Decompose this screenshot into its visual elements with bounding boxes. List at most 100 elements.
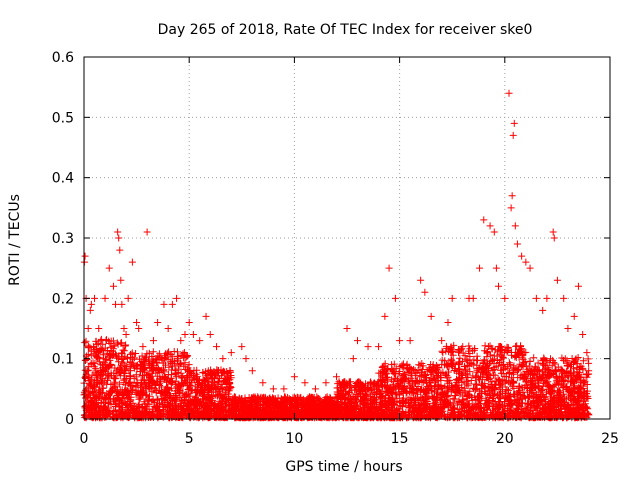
data-point bbox=[185, 318, 193, 326]
data-point bbox=[406, 337, 414, 345]
y-tick-label: 0.1 bbox=[52, 352, 74, 368]
data-point bbox=[553, 276, 561, 284]
data-point bbox=[181, 331, 189, 339]
data-point bbox=[513, 240, 521, 248]
data-point bbox=[139, 343, 147, 351]
data-point bbox=[81, 252, 89, 260]
data-point bbox=[115, 234, 123, 242]
data-point bbox=[227, 349, 235, 357]
data-point bbox=[511, 222, 519, 230]
data-point bbox=[117, 276, 125, 284]
data-point bbox=[116, 246, 124, 254]
data-point bbox=[206, 331, 214, 339]
data-point bbox=[122, 331, 130, 339]
data-point bbox=[375, 343, 383, 351]
data-point bbox=[507, 204, 515, 212]
data-point bbox=[480, 216, 488, 224]
data-point bbox=[290, 373, 298, 381]
data-point bbox=[219, 355, 227, 363]
grid bbox=[84, 57, 610, 419]
noise-floor-points bbox=[80, 335, 593, 422]
data-point bbox=[476, 264, 484, 272]
data-point bbox=[97, 337, 105, 345]
x-tick-label: 25 bbox=[601, 431, 619, 447]
data-point bbox=[149, 337, 157, 345]
data-point bbox=[396, 337, 404, 345]
y-tick-label: 0 bbox=[65, 412, 74, 428]
y-tick-label: 0.5 bbox=[52, 110, 74, 126]
data-point bbox=[242, 355, 250, 363]
data-point bbox=[570, 312, 578, 320]
data-point bbox=[280, 385, 288, 393]
data-point bbox=[501, 294, 509, 302]
noise-floor bbox=[80, 335, 593, 422]
data-point bbox=[385, 264, 393, 272]
data-point bbox=[118, 300, 126, 308]
y-axis-label: ROTI / TECUs bbox=[7, 194, 23, 286]
data-point bbox=[135, 325, 143, 332]
data-point bbox=[311, 385, 319, 393]
data-point bbox=[469, 294, 477, 302]
data-point bbox=[509, 131, 517, 139]
data-point bbox=[486, 222, 494, 230]
data-point bbox=[492, 264, 500, 272]
y-tick-label: 0.6 bbox=[52, 50, 74, 66]
data-point bbox=[164, 325, 172, 332]
data-point bbox=[505, 89, 513, 97]
data-point bbox=[438, 337, 446, 345]
y-tick-label: 0.2 bbox=[52, 291, 74, 307]
data-point bbox=[322, 379, 330, 387]
data-point bbox=[421, 288, 429, 296]
data-point bbox=[143, 228, 151, 236]
data-point bbox=[354, 337, 362, 345]
data-point bbox=[560, 294, 568, 302]
y-tick-label: 0.3 bbox=[52, 231, 74, 247]
data-point bbox=[101, 294, 109, 302]
data-point bbox=[391, 294, 399, 302]
data-point bbox=[259, 379, 267, 387]
data-point bbox=[128, 258, 136, 266]
data-point bbox=[526, 264, 534, 272]
data-point bbox=[494, 282, 502, 290]
y-axis-ticks: 0 0.1 0.2 0.3 0.4 0.5 0.6 bbox=[52, 50, 610, 428]
data-point bbox=[574, 282, 582, 290]
data-point bbox=[427, 312, 435, 320]
data-point bbox=[84, 325, 92, 332]
data-point bbox=[417, 276, 425, 284]
data-point bbox=[301, 379, 309, 387]
x-tick-label: 15 bbox=[391, 431, 409, 447]
data-point bbox=[364, 343, 372, 351]
data-point bbox=[459, 343, 467, 351]
data-points bbox=[80, 89, 591, 393]
data-point bbox=[532, 294, 540, 302]
data-point bbox=[522, 258, 530, 266]
data-point bbox=[120, 325, 128, 332]
data-point bbox=[343, 325, 351, 332]
x-axis-label: GPS time / hours bbox=[285, 459, 402, 475]
x-axis-ticks: 0 5 10 15 20 25 bbox=[80, 57, 619, 447]
data-point bbox=[86, 306, 94, 314]
data-point bbox=[579, 331, 587, 339]
x-tick-label: 0 bbox=[80, 431, 89, 447]
data-point bbox=[564, 325, 572, 332]
data-point bbox=[381, 312, 389, 320]
data-point bbox=[583, 349, 591, 357]
data-point bbox=[196, 337, 204, 345]
data-point bbox=[124, 294, 132, 302]
data-point bbox=[95, 325, 103, 332]
data-point bbox=[332, 373, 340, 381]
data-point bbox=[160, 300, 168, 308]
data-point bbox=[91, 294, 99, 302]
data-point bbox=[202, 312, 210, 320]
data-point bbox=[490, 228, 498, 236]
chart-title: Day 265 of 2018, Rate Of TEC Index for r… bbox=[158, 22, 533, 38]
data-point bbox=[109, 282, 117, 290]
data-point bbox=[87, 300, 95, 308]
data-point bbox=[518, 252, 526, 260]
data-point bbox=[89, 343, 97, 351]
data-point bbox=[112, 300, 120, 308]
data-point bbox=[508, 192, 516, 200]
data-point bbox=[177, 337, 185, 345]
data-point bbox=[444, 318, 452, 326]
